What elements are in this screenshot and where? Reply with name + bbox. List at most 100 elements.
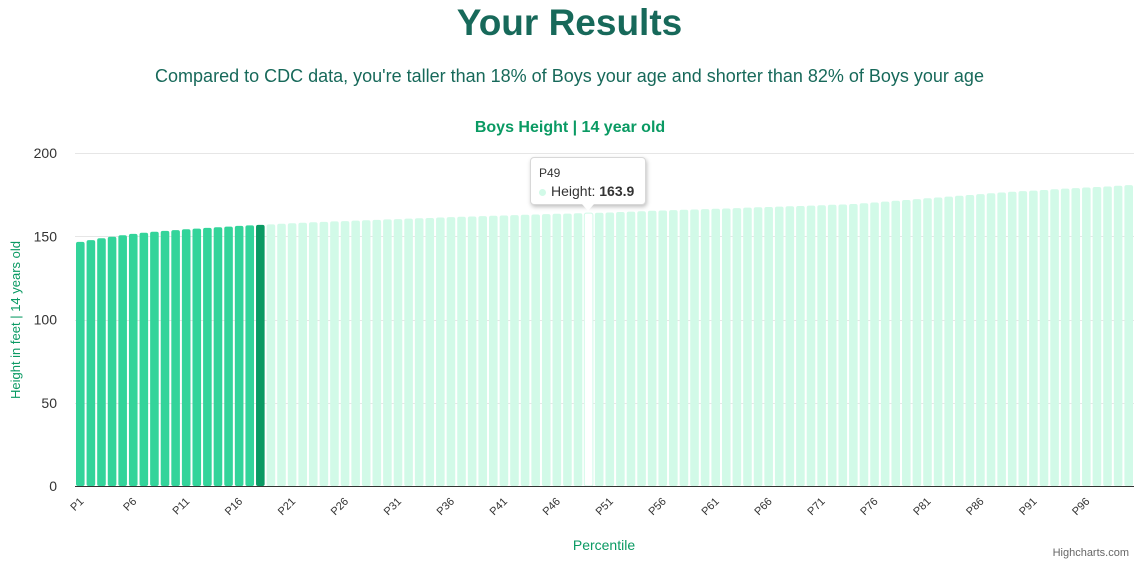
bar-p66[interactable] [764,206,773,486]
bar-p47[interactable] [563,213,572,487]
bar-p8[interactable] [150,231,159,486]
bar-p64[interactable] [743,207,752,487]
bar-p23[interactable] [308,222,318,486]
bar-p68[interactable] [785,206,795,486]
bar-p52[interactable] [616,211,625,486]
bar-p50[interactable] [594,212,604,486]
bar-p5[interactable] [118,235,127,486]
bar-p85[interactable] [965,194,975,486]
bar-p14[interactable] [213,227,223,486]
bar-p19[interactable] [266,224,276,486]
bar-p59[interactable] [690,209,699,486]
bar-p7[interactable] [139,232,149,486]
bar-p65[interactable] [753,207,763,486]
bar-p92[interactable] [1039,189,1049,486]
bar-p36[interactable] [446,217,456,486]
bar-p53[interactable] [626,211,636,487]
bar-p77[interactable] [880,201,890,486]
bar-p82[interactable] [933,197,943,486]
bar-p27[interactable] [351,220,360,486]
bar-p67[interactable] [774,206,784,487]
bar-p80[interactable] [912,199,922,486]
bar-p11[interactable] [181,229,191,486]
bar-p73[interactable] [838,204,848,486]
bar-p94[interactable] [1060,188,1070,486]
bar-p100[interactable] [1124,185,1133,486]
bar-p32[interactable] [404,218,413,486]
bar-p9[interactable] [160,230,170,486]
bar-p33[interactable] [414,218,424,486]
bar-p24[interactable] [319,221,329,486]
bar-p34[interactable] [425,217,435,486]
bar-p98[interactable] [1103,186,1112,486]
bar-p13[interactable] [203,227,212,486]
bar-p96[interactable] [1082,187,1091,486]
bar-p88[interactable] [997,192,1006,486]
bar-p84[interactable] [954,195,964,486]
bar-p45[interactable] [541,214,551,487]
bar-p79[interactable] [902,199,911,486]
bar-p12[interactable] [192,228,202,486]
bar-p37[interactable] [457,216,466,486]
bar-p40[interactable] [489,215,498,486]
bar-p86[interactable] [976,194,985,486]
bar-p51[interactable] [605,212,615,486]
bar-p35[interactable] [436,217,445,486]
bar-p10[interactable] [171,230,180,486]
bar-p95[interactable] [1071,188,1081,486]
bar-p17[interactable] [245,225,255,486]
bar-p99[interactable] [1113,185,1123,487]
bar-p62[interactable] [721,208,731,486]
bar-p4[interactable] [107,236,117,486]
bar-p22[interactable] [298,222,307,486]
bar-p42[interactable] [510,215,519,486]
bar-p28[interactable] [361,220,371,486]
bar-p63[interactable] [732,208,742,487]
highcharts-credits[interactable]: Highcharts.com [1052,547,1129,559]
bar-p38[interactable] [467,216,477,486]
bar-p76[interactable] [870,202,879,486]
bar-p91[interactable] [1029,190,1038,486]
bar-p58[interactable] [679,209,689,486]
bar-p97[interactable] [1092,186,1102,486]
bar-p18[interactable] [256,224,265,486]
bar-p56[interactable] [658,210,668,486]
bar-p3[interactable] [97,238,106,486]
bar-p20[interactable] [277,223,286,486]
bar-p25[interactable] [330,221,339,486]
bar-p70[interactable] [806,205,816,487]
bar-p54[interactable] [637,211,646,486]
bar-p6[interactable] [128,233,138,486]
bar-p72[interactable] [827,204,837,486]
bar-p30[interactable] [383,219,392,486]
bar-p16[interactable] [234,225,244,486]
bar-p41[interactable] [499,215,509,486]
bar-p69[interactable] [796,205,805,486]
bar-p61[interactable] [711,208,720,486]
bar-series[interactable] [76,185,1133,487]
bar-p57[interactable] [669,210,678,487]
bar-p87[interactable] [986,193,996,486]
bar-p71[interactable] [817,205,826,486]
bar-p48[interactable] [573,213,583,486]
bar-p39[interactable] [478,216,488,486]
bar-p89[interactable] [1007,191,1017,486]
bar-p49[interactable] [583,212,594,487]
bar-p75[interactable] [859,203,869,486]
bar-p83[interactable] [944,196,953,486]
bar-p44[interactable] [531,214,540,486]
bar-p78[interactable] [891,200,901,486]
bar-p1[interactable] [76,241,85,486]
bar-p31[interactable] [393,219,403,486]
bar-p26[interactable] [340,221,350,486]
bar-p15[interactable] [224,226,233,486]
bar-p2[interactable] [86,240,96,486]
bar-p90[interactable] [1018,191,1028,486]
bar-p81[interactable] [923,198,932,486]
bar-p21[interactable] [287,223,297,486]
bar-p43[interactable] [520,214,530,486]
bar-p29[interactable] [372,219,382,486]
bar-p55[interactable] [647,210,657,486]
bar-p74[interactable] [849,203,858,486]
bar-p93[interactable] [1050,189,1059,487]
